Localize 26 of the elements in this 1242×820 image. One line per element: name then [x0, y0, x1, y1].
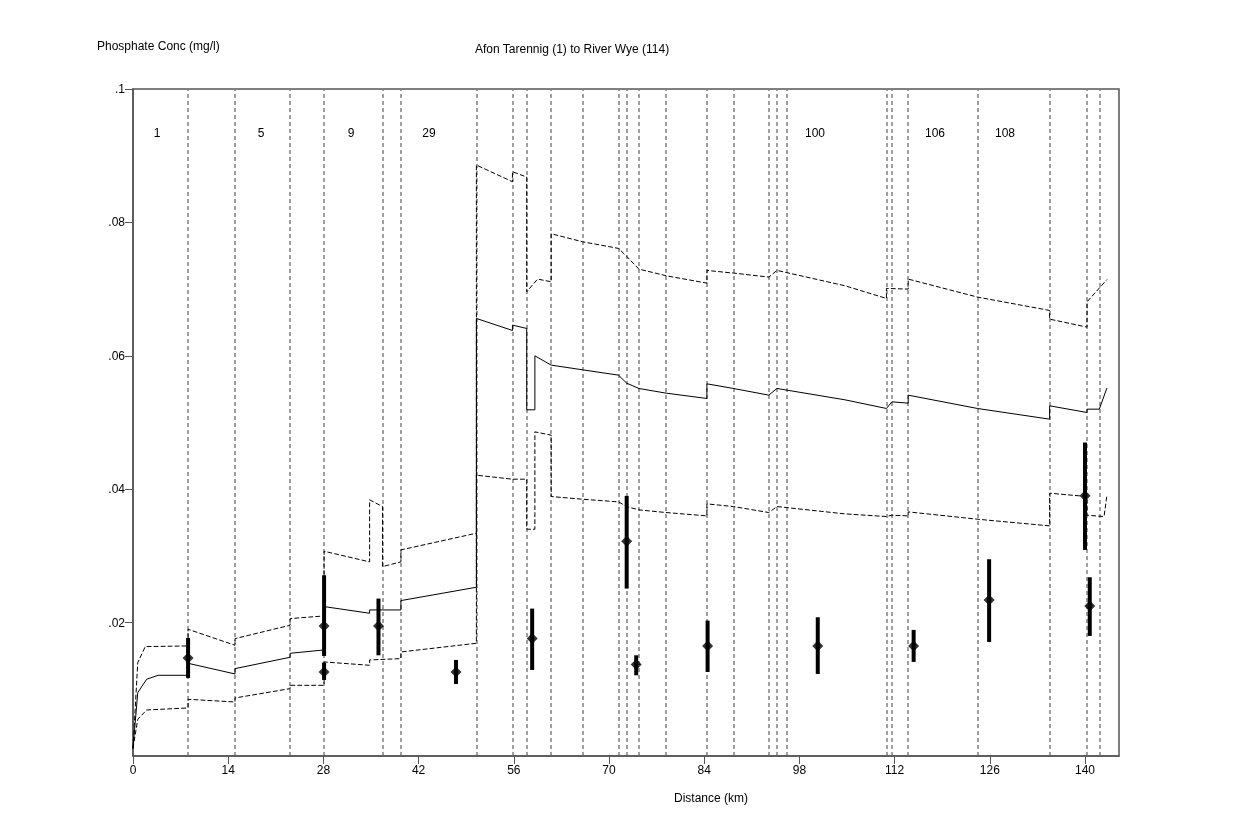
- chart-title: Afon Tarennig (1) to River Wye (114): [475, 42, 670, 56]
- x-tick-label: 84: [697, 763, 712, 777]
- y-tick-label: .1: [114, 82, 126, 96]
- annotation: 5: [257, 126, 265, 140]
- annotation: 1: [153, 126, 161, 140]
- annotation: 106: [924, 126, 946, 140]
- x-tick-label: 42: [411, 763, 426, 777]
- annotation: 9: [347, 126, 355, 140]
- y-tick-label: .06: [108, 348, 126, 363]
- x-tick-label: 56: [507, 763, 521, 777]
- annotation: 108: [994, 126, 1016, 140]
- x-axis-title: Distance (km): [673, 791, 749, 805]
- y-tick-label: .08: [108, 215, 126, 230]
- x-tick-label: 126: [979, 763, 1001, 777]
- x-tick-label: 140: [1074, 763, 1096, 777]
- annotation: 100: [804, 126, 826, 140]
- x-tick-label: 14: [221, 763, 236, 777]
- y-tick-label: .04: [108, 482, 126, 497]
- x-tick-label: 0: [129, 763, 137, 777]
- y-axis-title: Phosphate Conc (mg/l): [97, 39, 220, 53]
- x-tick-label: 28: [316, 763, 331, 777]
- annotation: 29: [422, 126, 436, 140]
- x-tick-label: 98: [792, 763, 807, 777]
- x-tick-label: 70: [602, 763, 616, 777]
- x-tick-label: 112: [885, 763, 905, 777]
- y-tick-label: .02: [108, 615, 126, 630]
